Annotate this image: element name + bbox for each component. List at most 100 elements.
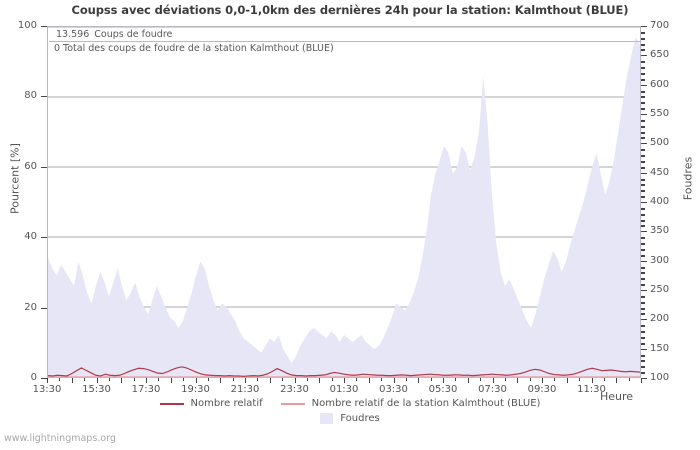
x-axis-tick — [542, 378, 543, 383]
y-axis-right-tick-label: 600 — [650, 78, 670, 90]
y-axis-right-minor-tick — [641, 149, 645, 151]
y-axis-right-minor-tick — [641, 237, 645, 239]
legend-entry[interactable]: Nombre relatif de la station Kalmthout (… — [280, 398, 540, 409]
y-axis-right-minor-tick — [641, 355, 645, 357]
x-axis-tick — [72, 378, 73, 383]
x-axis-tick — [146, 378, 147, 383]
y-axis-left-tick — [41, 308, 47, 309]
y-axis-right-minor-tick — [641, 337, 645, 339]
plot-canvas — [48, 27, 640, 377]
annotation-total-value: 13.596 — [56, 29, 90, 40]
y-axis-right-tick — [641, 55, 647, 56]
y-axis-right-tick-label: 200 — [650, 313, 670, 325]
y-axis-right-tick-label: 450 — [650, 166, 670, 178]
x-axis-tick — [604, 378, 605, 381]
y-axis-right-minor-tick — [641, 32, 645, 34]
y-axis-right-minor-tick — [641, 214, 645, 216]
y-axis-right-minor-tick — [641, 126, 645, 128]
x-axis-tick-label: 13:30 — [32, 384, 62, 395]
x-axis-tick — [579, 378, 580, 381]
y-axis-right-tick — [641, 290, 647, 291]
annotation-total-strikes: 13.596 Coups de foudre — [56, 29, 172, 40]
x-axis-tick — [257, 378, 258, 381]
y-axis-right-minor-tick — [641, 343, 645, 345]
y-axis-right-minor-tick — [641, 108, 645, 110]
x-axis-tick — [369, 378, 370, 383]
y-axis-right-minor-tick — [641, 179, 645, 181]
x-axis-tick-label: 09:30 — [527, 384, 557, 395]
y-axis-right-minor-tick — [641, 308, 645, 310]
x-axis-tick — [171, 378, 172, 383]
y-axis-right-minor-tick — [641, 360, 645, 362]
y-axis-right-tick-label: 250 — [650, 284, 670, 295]
y-axis-right-minor-tick — [641, 167, 645, 169]
x-axis-tick — [245, 378, 246, 383]
y-axis-right-tick — [641, 378, 647, 379]
y-axis-right-minor-tick — [641, 366, 645, 368]
legend-row-primary: Nombre relatif Nombre relatif de la stati… — [0, 396, 700, 411]
y-axis-right-minor-tick — [641, 67, 645, 69]
x-axis-tick — [406, 378, 407, 381]
y-axis-left-tick-label: 40 — [24, 231, 37, 243]
y-axis-right-minor-tick — [641, 190, 645, 192]
legend-entry[interactable]: Nombre relatif — [159, 398, 263, 409]
y-axis-right-tick — [641, 26, 647, 27]
y-axis-right-minor-tick — [641, 120, 645, 122]
y-axis-right-minor-tick — [641, 184, 645, 186]
x-axis-title: Heure — [600, 390, 634, 403]
x-axis-tick — [319, 378, 320, 383]
x-axis-tick — [332, 378, 333, 381]
y-axis-right-minor-tick — [641, 161, 645, 163]
y-axis-right-tick — [641, 143, 647, 144]
y-axis-right-tick-label: 650 — [650, 49, 670, 61]
watermark: www.lightningmaps.org — [4, 433, 116, 444]
y-axis-right-minor-tick — [641, 61, 645, 63]
x-axis-tick — [468, 378, 469, 383]
y-axis-right-tick-label: 100 — [650, 372, 670, 383]
y-axis-right-minor-tick — [641, 79, 645, 81]
y-axis-right-minor-tick — [641, 255, 645, 257]
y-axis-left-tick — [41, 167, 47, 168]
y-axis-left-tick-label: 80 — [24, 90, 37, 102]
foudres-area — [48, 37, 640, 377]
y-axis-right-minor-tick — [641, 73, 645, 75]
y-axis-right-tick — [641, 85, 647, 86]
y-axis-left-tick — [41, 378, 47, 379]
x-axis-tick — [59, 378, 60, 381]
x-axis-tick — [629, 378, 630, 381]
y-axis-left-tick — [41, 96, 47, 97]
y-axis-left-title: Pourcent [%] — [8, 143, 22, 214]
y-axis-right-tick-label: 300 — [650, 254, 670, 266]
annotation-station-strikes: 0 Total des coups de foudre de la station… — [54, 43, 334, 54]
y-axis-right-minor-tick — [641, 325, 645, 327]
x-axis-tick — [418, 378, 419, 383]
y-axis-right-minor-tick — [641, 220, 645, 222]
x-axis-tick — [394, 378, 395, 383]
y-axis-right-minor-tick — [641, 302, 645, 304]
y-axis-right-tick-label: 150 — [650, 342, 670, 354]
x-axis-tick — [208, 378, 209, 381]
legend-entry[interactable]: Foudres — [320, 413, 380, 424]
y-axis-right-tick — [641, 231, 647, 232]
y-axis-right-minor-tick — [641, 372, 645, 374]
legend-row-secondary: Foudres — [0, 411, 700, 426]
x-axis-tick — [270, 378, 271, 383]
y-axis-right-tick — [641, 114, 647, 115]
y-axis-right-minor-tick — [641, 267, 645, 269]
y-axis-right-minor-tick — [641, 96, 645, 98]
y-axis-right-tick-label: 400 — [650, 196, 670, 207]
y-axis-right-minor-tick — [641, 49, 645, 51]
y-axis-left-tick — [41, 237, 47, 238]
y-axis-right-tick — [641, 202, 647, 203]
x-axis-tick — [530, 378, 531, 381]
x-axis-tick — [505, 378, 506, 381]
y-axis-right-minor-tick — [641, 278, 645, 280]
y-axis-right-minor-tick — [641, 208, 645, 210]
x-axis-tick — [220, 378, 221, 383]
x-axis-tick — [493, 378, 494, 383]
x-axis-tick — [196, 378, 197, 383]
y-axis-right-tick — [641, 349, 647, 350]
x-axis-tick — [641, 378, 642, 383]
y-axis-right-tick-label: 700 — [650, 20, 670, 31]
